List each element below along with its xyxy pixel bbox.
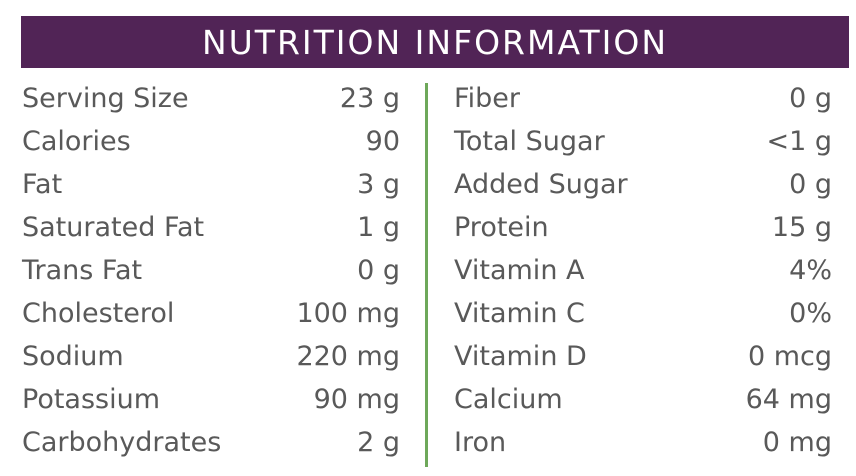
nutrient-value: 220 mg bbox=[296, 341, 400, 372]
nutrition-header: NUTRITION INFORMATION bbox=[21, 16, 849, 68]
nutrient-value: 0 g bbox=[357, 255, 400, 286]
nutrient-row-calories: Calories 90 bbox=[22, 120, 400, 163]
nutrient-label: Added Sugar bbox=[454, 169, 628, 200]
nutrient-label: Iron bbox=[454, 427, 507, 458]
nutrient-row-fiber: Fiber 0 g bbox=[454, 77, 832, 120]
nutrient-value: 90 bbox=[365, 126, 400, 157]
nutrient-label: Vitamin C bbox=[454, 298, 585, 329]
nutrient-label: Saturated Fat bbox=[22, 212, 205, 243]
nutrient-row-carbohydrates: Carbohydrates 2 g bbox=[22, 421, 400, 464]
nutrient-row-serving-size: Serving Size 23 g bbox=[22, 77, 400, 120]
column-divider bbox=[425, 83, 428, 467]
nutrient-value: 1 g bbox=[357, 212, 400, 243]
nutrient-value: 0 mcg bbox=[747, 341, 832, 372]
nutrient-value: <1 g bbox=[766, 126, 832, 157]
nutrient-value: 64 mg bbox=[745, 384, 832, 415]
nutrient-label: Calories bbox=[22, 126, 131, 157]
nutrient-row-iron: Iron 0 mg bbox=[454, 421, 832, 464]
nutrient-value: 0% bbox=[789, 298, 832, 329]
nutrition-title: NUTRITION INFORMATION bbox=[201, 22, 669, 62]
nutrient-row-protein: Protein 15 g bbox=[454, 206, 832, 249]
nutrient-label: Potassium bbox=[22, 384, 161, 415]
nutrient-value: 23 g bbox=[339, 83, 400, 114]
nutrient-label: Fiber bbox=[454, 83, 520, 114]
nutrient-value: 2 g bbox=[357, 427, 400, 458]
nutrient-row-potassium: Potassium 90 mg bbox=[22, 378, 400, 421]
nutrient-row-cholesterol: Cholesterol 100 mg bbox=[22, 292, 400, 335]
nutrient-row-saturated-fat: Saturated Fat 1 g bbox=[22, 206, 400, 249]
nutrient-value: 15 g bbox=[771, 212, 832, 243]
nutrient-label: Calcium bbox=[454, 384, 563, 415]
nutrient-label: Cholesterol bbox=[22, 298, 175, 329]
nutrient-value: 100 mg bbox=[296, 298, 400, 329]
nutrient-row-added-sugar: Added Sugar 0 g bbox=[454, 163, 832, 206]
nutrient-row-vitamin-d: Vitamin D 0 mcg bbox=[454, 335, 832, 378]
nutrient-label: Protein bbox=[454, 212, 549, 243]
nutrient-value: 0 mg bbox=[762, 427, 832, 458]
nutrient-list-right: Fiber 0 g Total Sugar <1 g Added Sugar 0… bbox=[454, 77, 832, 464]
nutrient-list-left: Serving Size 23 g Calories 90 Fat 3 g Sa… bbox=[22, 77, 400, 464]
nutrient-row-vitamin-a: Vitamin A 4% bbox=[454, 249, 832, 292]
nutrient-label: Sodium bbox=[22, 341, 124, 372]
nutrient-label: Total Sugar bbox=[454, 126, 605, 157]
nutrient-label: Vitamin A bbox=[454, 255, 585, 286]
nutrient-row-sodium: Sodium 220 mg bbox=[22, 335, 400, 378]
nutrient-row-vitamin-c: Vitamin C 0% bbox=[454, 292, 832, 335]
nutrient-value: 0 g bbox=[789, 83, 832, 114]
nutrient-row-trans-fat: Trans Fat 0 g bbox=[22, 249, 400, 292]
nutrient-row-calcium: Calcium 64 mg bbox=[454, 378, 832, 421]
nutrient-row-fat: Fat 3 g bbox=[22, 163, 400, 206]
nutrient-row-total-sugar: Total Sugar <1 g bbox=[454, 120, 832, 163]
nutrient-value: 3 g bbox=[357, 169, 400, 200]
nutrient-label: Serving Size bbox=[22, 83, 189, 114]
nutrient-value: 90 mg bbox=[313, 384, 400, 415]
nutrient-label: Fat bbox=[22, 169, 63, 200]
nutrient-label: Carbohydrates bbox=[22, 427, 222, 458]
nutrient-label: Trans Fat bbox=[22, 255, 143, 286]
nutrient-value: 4% bbox=[789, 255, 832, 286]
nutrient-label: Vitamin D bbox=[454, 341, 587, 372]
nutrient-value: 0 g bbox=[789, 169, 832, 200]
